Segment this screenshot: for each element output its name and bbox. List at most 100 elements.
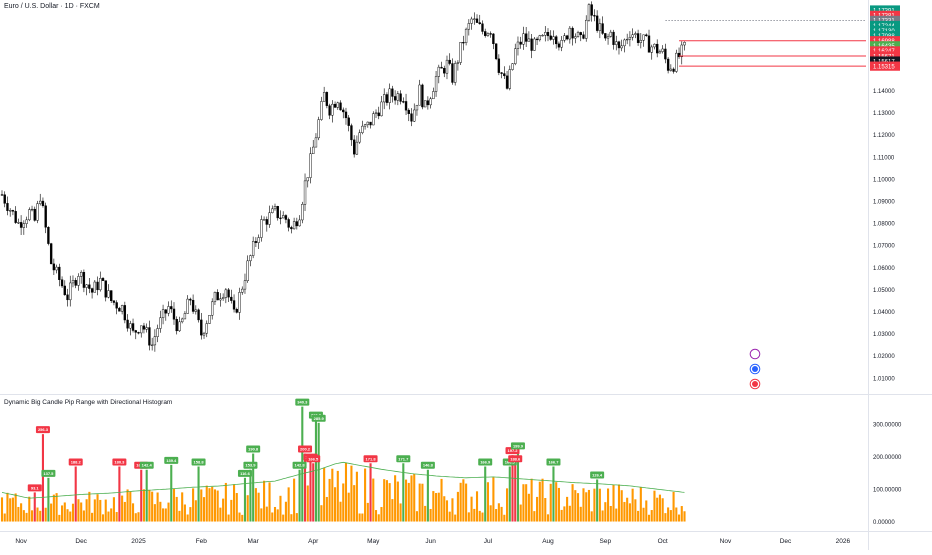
- big-candle-bar: [317, 422, 320, 522]
- histogram-bar: [25, 512, 28, 522]
- histogram-bar: [284, 501, 287, 522]
- candle-up: [363, 124, 367, 127]
- candle-down: [352, 139, 356, 155]
- candle-up: [396, 93, 400, 101]
- histogram-bar: [93, 499, 96, 522]
- big-candle-bar: [118, 466, 121, 522]
- histogram-bar: [536, 496, 539, 522]
- candle-up: [241, 288, 244, 293]
- time-tick-label: May: [367, 538, 380, 545]
- big-candle-label-bg: [510, 442, 525, 450]
- candle-down: [325, 92, 329, 106]
- candle-down: [530, 38, 533, 51]
- candle-down: [519, 41, 522, 45]
- histogram-bar: [69, 511, 72, 522]
- histogram-bar: [432, 491, 435, 522]
- histogram-bar: [585, 492, 588, 522]
- candle-down: [295, 221, 299, 227]
- candle-up: [322, 92, 326, 102]
- candle-up: [224, 289, 228, 298]
- candle-down: [421, 84, 424, 108]
- histogram-bar: [650, 510, 653, 522]
- candle-down: [191, 299, 195, 312]
- candle-down: [535, 38, 539, 41]
- big-candle-bar: [252, 453, 255, 522]
- histogram-bar: [459, 482, 462, 522]
- histogram-bar: [216, 490, 219, 522]
- histogram-bar: [17, 506, 20, 522]
- candle-down: [402, 101, 405, 103]
- candle-down: [123, 305, 127, 321]
- histogram-bar: [162, 508, 165, 522]
- big-candle-label-bg: [35, 426, 50, 434]
- histogram-bar: [377, 514, 380, 522]
- candle-up: [156, 328, 159, 337]
- time-axis-border: [0, 531, 932, 532]
- price-tick-label: 1.10000: [873, 177, 895, 183]
- histogram-bar: [189, 507, 192, 522]
- event-icon: [749, 348, 761, 360]
- candle-up: [150, 344, 154, 346]
- candle-down: [96, 281, 99, 291]
- big-candle-label-bg: [243, 461, 258, 469]
- candle-down: [451, 63, 454, 83]
- candle-down: [197, 309, 200, 321]
- candle-up: [312, 146, 315, 154]
- histogram-bar: [99, 499, 102, 522]
- histogram-bar: [9, 498, 12, 522]
- candle-up: [527, 38, 531, 42]
- price-tick-label: 1.13000: [873, 111, 895, 117]
- big-candle-label-bg: [68, 458, 83, 466]
- histogram-bar: [339, 501, 342, 522]
- big-candle-label-bg: [295, 398, 310, 406]
- candle-up: [434, 76, 438, 92]
- candle-down: [137, 332, 140, 334]
- candle-up: [486, 33, 490, 36]
- candle-down: [11, 210, 15, 212]
- candle-up: [202, 332, 206, 336]
- histogram-bar: [467, 512, 470, 522]
- histogram-bar: [58, 514, 61, 522]
- candle-up: [574, 36, 577, 39]
- candle-up: [213, 292, 217, 303]
- price-tag-bg: [870, 15, 900, 25]
- candle-down: [478, 22, 481, 25]
- pane-separator[interactable]: [0, 394, 932, 395]
- histogram-bar: [246, 495, 249, 522]
- candle-down: [462, 42, 465, 44]
- big-candle-label: 190.8: [248, 447, 259, 452]
- candle-up: [9, 210, 12, 212]
- histogram-bar: [202, 497, 206, 522]
- time-tick-label: Feb: [196, 538, 208, 545]
- histogram-bar: [325, 496, 328, 522]
- candle-down: [118, 307, 121, 312]
- candle-up: [17, 222, 20, 224]
- price-tick-label: 1.14000: [873, 89, 895, 95]
- candle-up: [623, 39, 626, 47]
- candle-up: [30, 208, 34, 211]
- histogram-bar: [208, 488, 211, 522]
- big-candle-label-bg: [292, 461, 307, 469]
- big-candle-label: 166.5: [308, 456, 319, 461]
- candle-up: [39, 200, 42, 204]
- candle-up: [669, 68, 673, 71]
- candle-up: [606, 36, 610, 39]
- candle-up: [372, 113, 375, 126]
- histogram-bar: [456, 491, 459, 522]
- big-candle-bar: [298, 469, 301, 522]
- big-candle-bar: [552, 466, 555, 522]
- candle-down: [347, 117, 350, 126]
- candle-down: [497, 58, 501, 73]
- symbol-title[interactable]: Euro / U.S. Dollar · 1D · FXCM: [4, 3, 100, 10]
- histogram-bar: [544, 498, 547, 522]
- histogram-bar: [628, 503, 631, 522]
- histogram-bar: [104, 499, 107, 522]
- event-icon-dot: [752, 366, 758, 372]
- indicator-title[interactable]: Dynamic Big Candle Pip Range with Direct…: [4, 399, 173, 406]
- big-candle-label: 139.4: [166, 458, 177, 463]
- big-candle-bar: [596, 479, 599, 522]
- candle-up: [380, 101, 383, 117]
- candle-up: [309, 153, 312, 178]
- histogram-bar: [36, 507, 39, 522]
- histogram-bar: [55, 493, 58, 522]
